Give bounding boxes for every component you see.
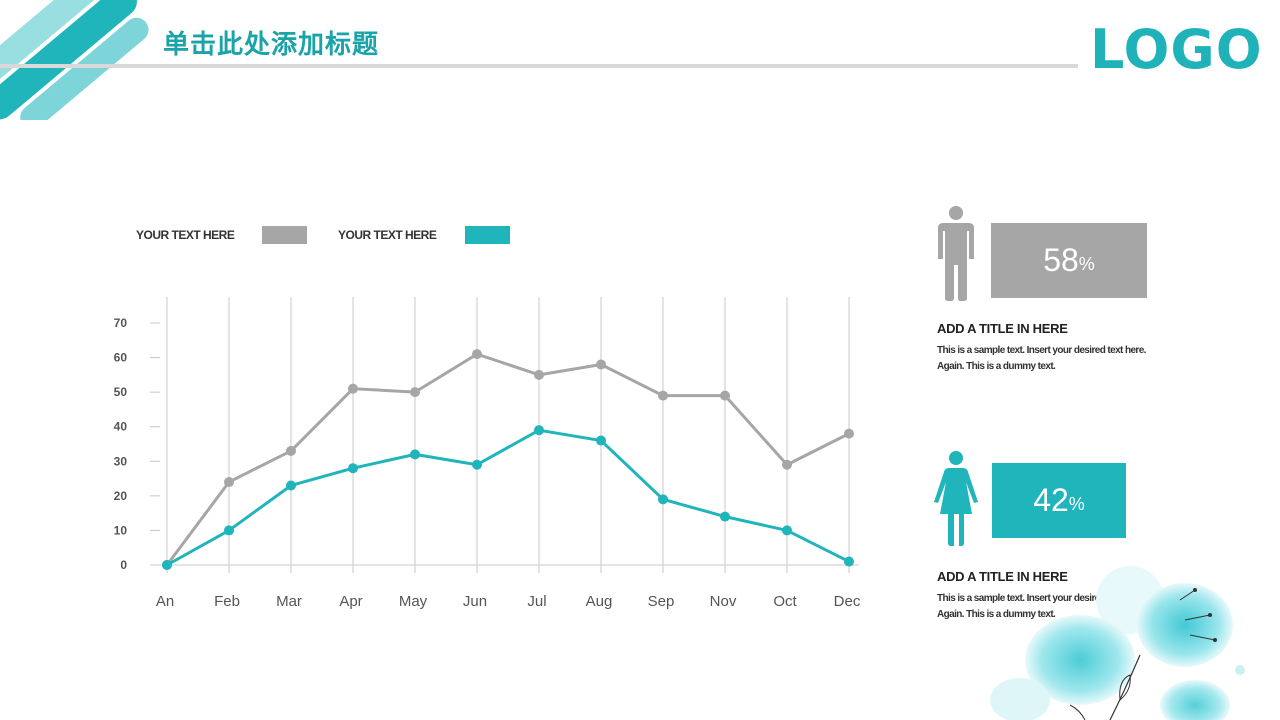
series-line-1 — [165, 352, 850, 566]
female-percent-box: 42% — [992, 463, 1126, 538]
data-point — [658, 390, 668, 401]
x-tick-label: Jul — [527, 593, 546, 610]
data-point — [844, 556, 854, 567]
x-tick-label: Apr — [339, 593, 362, 610]
watercolor-flowers-decoration — [990, 566, 1245, 720]
x-tick-label: Sep — [648, 593, 675, 610]
y-tick-label: 60 — [114, 351, 128, 365]
y-tick-label: 40 — [114, 420, 128, 434]
male-percent-box: 58% — [991, 223, 1147, 298]
data-point — [286, 445, 296, 456]
data-point — [472, 349, 482, 360]
legend-label: YOUR TEXT HERE — [338, 228, 437, 242]
data-point — [162, 560, 172, 570]
series-line-2 — [166, 428, 850, 567]
y-tick-label: 0 — [120, 558, 127, 572]
data-point — [224, 525, 234, 536]
y-tick-label: 20 — [114, 489, 128, 503]
header-stripes-decoration — [0, 0, 149, 120]
line-chart: 0 10 20 30 40 50 60 70 An Feb Mar Apr May Jun Jul Aug Se… — [114, 297, 861, 610]
data-point — [348, 383, 358, 394]
data-point — [720, 390, 730, 401]
data-point — [410, 449, 420, 460]
male-person-icon — [938, 206, 974, 301]
stat-description[interactable]: This is a sample text. Insert your desir… — [937, 593, 1146, 620]
data-point — [720, 511, 730, 522]
legend-swatch — [465, 226, 510, 244]
data-point — [596, 435, 606, 446]
x-tick-label: Jun — [463, 593, 487, 610]
data-point — [534, 425, 544, 436]
x-tick-label: May — [399, 593, 428, 610]
data-point — [782, 525, 792, 536]
data-point — [348, 463, 358, 474]
data-point — [286, 480, 296, 491]
percent-value: 42 — [1033, 482, 1069, 518]
x-tick-label: Aug — [586, 593, 613, 610]
data-point — [782, 459, 792, 470]
percent-value: 58 — [1043, 242, 1079, 278]
y-tick-label: 30 — [114, 454, 128, 468]
stat-title[interactable]: ADD A TITLE IN HERE — [937, 569, 1068, 584]
logo: LOGO — [1090, 18, 1263, 81]
data-point — [534, 369, 544, 380]
x-tick-label: Feb — [214, 593, 240, 610]
y-tick-label: 10 — [114, 523, 128, 537]
female-person-icon — [934, 451, 978, 546]
data-point — [472, 459, 482, 470]
percent-unit: % — [1068, 494, 1085, 514]
legend-label: YOUR TEXT HERE — [136, 228, 235, 242]
stat-description[interactable]: This is a sample text. Insert your desir… — [937, 345, 1146, 372]
data-point — [596, 359, 606, 370]
data-point — [844, 428, 854, 439]
data-point — [658, 494, 668, 505]
percent-unit: % — [1078, 254, 1095, 274]
title-divider — [0, 64, 1078, 68]
x-tick-label: Oct — [773, 593, 797, 610]
legend-swatch — [262, 226, 307, 244]
data-point — [224, 477, 234, 488]
x-tick-label: Dec — [834, 593, 861, 610]
x-tick-label: Mar — [276, 593, 302, 610]
y-tick-label: 70 — [114, 316, 128, 330]
x-tick-label: Nov — [710, 593, 737, 610]
x-tick-label: An — [156, 593, 174, 610]
y-tick-label: 50 — [114, 385, 128, 399]
data-point — [410, 387, 420, 398]
stat-title[interactable]: ADD A TITLE IN HERE — [937, 321, 1068, 336]
slide-title[interactable]: 单击此处添加标题 — [163, 30, 380, 60]
